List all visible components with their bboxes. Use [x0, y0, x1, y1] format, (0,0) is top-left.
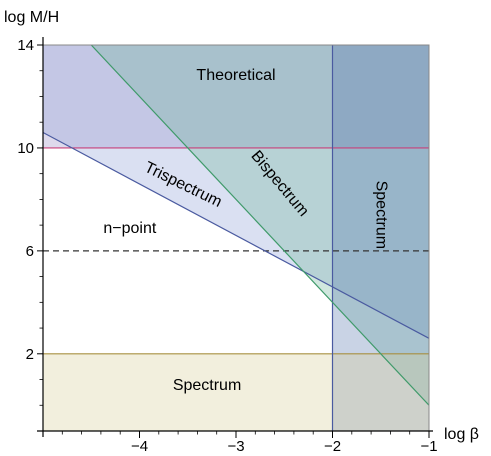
regions-group — [43, 45, 429, 431]
x-tick-label: −3 — [227, 438, 244, 455]
y-tick-label: 10 — [17, 140, 34, 157]
region-label-spectrum: Spectrum — [373, 181, 390, 249]
axes-group: −4 −3 −2 −1 2 6 10 14 — [17, 37, 438, 455]
x-axis-label: log β — [444, 426, 479, 443]
y-axis-label: log M/H — [4, 9, 59, 26]
y-tick-label: 2 — [26, 346, 34, 363]
x-tick-label: −4 — [131, 438, 148, 455]
y-tick-label: 14 — [17, 37, 34, 54]
x-tick-label: −1 — [420, 438, 437, 455]
line-trispectrum-boundary — [43, 131, 429, 339]
boundary-lines-group — [43, 45, 429, 431]
y-tick-label: 6 — [26, 243, 34, 260]
x-tick-label: −2 — [324, 438, 341, 455]
line-bispectrum-boundary — [90, 45, 429, 406]
region-spectrum-vertical — [332, 45, 429, 431]
region-label-n-point: n−point — [103, 220, 156, 237]
region-label-theoretical: Theoretical — [196, 67, 275, 84]
region-label-spectrum: Spectrum — [173, 377, 241, 394]
